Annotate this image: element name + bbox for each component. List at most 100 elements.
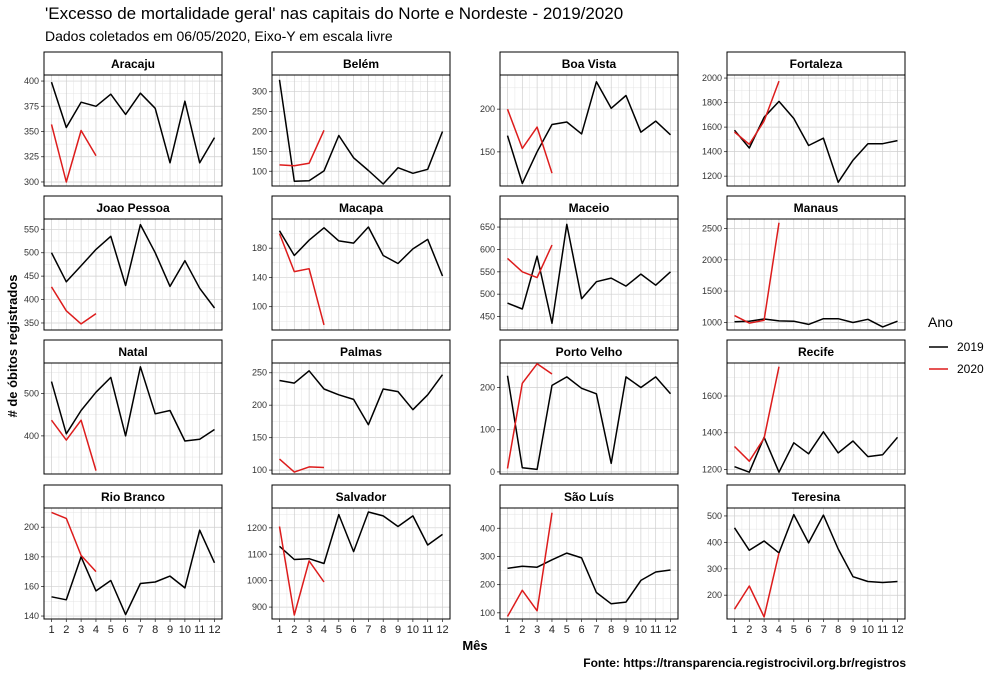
y-tick-label: 1400: [702, 147, 722, 157]
strip-label: Maceio: [569, 201, 610, 215]
x-tick-label: 6: [579, 624, 585, 636]
series-line-2019: [50, 81, 216, 164]
panel-manaus: Manaus 1000 1500 2000 2500: [702, 195, 906, 331]
x-tick-label: 11: [650, 624, 661, 636]
panel-border: [726, 507, 906, 620]
y-tick-label: 1200: [702, 171, 722, 181]
x-tick-label: 11: [877, 624, 888, 636]
chart-subtitle: Dados coletados em 06/05/2020, Eixo-Y em…: [45, 28, 393, 44]
panel-palmas: Palmas 100 150 200 250: [252, 339, 451, 475]
y-tick-label: 1100: [248, 549, 267, 559]
y-tick-label: 1200: [247, 523, 267, 533]
y-tick-label: 150: [252, 146, 267, 156]
panel-boa-vista: Boa Vista 150 200: [480, 51, 679, 187]
series-line-2019: [507, 552, 671, 605]
x-tick-label: 11: [194, 624, 205, 636]
series-line-2020: [278, 526, 325, 616]
panel-border: [43, 74, 223, 187]
y-tick-label: 300: [707, 564, 722, 574]
panel-border: [499, 218, 679, 331]
y-tick-label: 200: [480, 104, 495, 114]
y-tick-label: 600: [480, 244, 495, 254]
series-line-2019: [50, 223, 216, 309]
y-tick-label: 1600: [702, 391, 722, 401]
y-tick-label: 1600: [702, 122, 722, 132]
panel-border: [271, 218, 451, 331]
x-tick-label: 6: [351, 624, 357, 636]
legend: Ano 2019 2020: [928, 314, 984, 376]
x-tick-label: 9: [167, 624, 173, 636]
y-tick-label: 100: [480, 425, 495, 435]
y-tick-label: 450: [24, 271, 39, 281]
y-tick-label: 2000: [702, 73, 722, 83]
y-tick-label: 160: [24, 581, 39, 591]
series-line-2019: [278, 79, 444, 185]
series-line-2020: [733, 552, 780, 618]
chart-title: 'Excesso de mortalidade geral' nas capit…: [45, 4, 624, 23]
series-line-2020: [279, 458, 325, 473]
y-tick-label: 180: [252, 243, 267, 253]
series-line-2019: [51, 529, 216, 616]
series-line-2020: [50, 419, 97, 471]
panel-border: [271, 362, 451, 475]
y-tick-label: 100: [252, 302, 267, 312]
panel-border: [271, 74, 451, 187]
strip-label: Macapa: [339, 201, 383, 215]
y-axis-title: # de óbitos registrados: [5, 274, 20, 417]
y-tick-label: 500: [24, 389, 39, 399]
y-tick-label: 200: [252, 126, 267, 136]
y-tick-label: 650: [480, 222, 495, 232]
series-line-2019: [50, 366, 215, 442]
x-tick-label: 4: [321, 624, 327, 636]
series-line-2019: [734, 317, 898, 328]
y-tick-label: 300: [252, 87, 267, 97]
x-tick-label: 9: [850, 624, 856, 636]
strip-label: Teresina: [792, 490, 841, 504]
x-axis-title: Mês: [462, 638, 487, 653]
y-tick-label: 300: [480, 551, 495, 561]
x-tick-label: 2: [746, 624, 752, 636]
panel-border: [499, 507, 679, 620]
x-tick-label: 1: [276, 624, 282, 636]
y-tick-label: 500: [480, 289, 495, 299]
x-tick-label: 2: [519, 624, 525, 636]
y-tick-label: 400: [480, 523, 495, 533]
x-tick-label: 1: [504, 624, 510, 636]
x-tick-label: 5: [108, 624, 114, 636]
x-tick-label: 3: [534, 624, 540, 636]
panel-border: [43, 362, 223, 475]
x-tick-label: 5: [336, 624, 342, 636]
x-tick-label: 1: [48, 624, 54, 636]
series-line-2019: [733, 100, 898, 184]
y-tick-label: 200: [252, 400, 267, 410]
y-tick-label: 450: [480, 312, 495, 322]
y-tick-label: 550: [480, 267, 495, 277]
panel-natal: Natal 400 500: [24, 339, 223, 475]
panel-fortaleza: Fortaleza 1200 1400 1600 1800 2000: [702, 51, 906, 187]
y-tick-label: 325: [24, 152, 39, 162]
x-tick-label: 7: [820, 624, 826, 636]
x-tick-label: 2: [63, 624, 69, 636]
panel-belem: Belém 100 150 200 250 300: [252, 51, 451, 187]
y-tick-label: 100: [252, 465, 267, 475]
series-line-2020: [278, 233, 325, 326]
panel-border: [499, 74, 679, 187]
x-tick-label: 5: [564, 624, 570, 636]
panel-border: [271, 507, 451, 620]
x-tick-label: 12: [436, 624, 448, 636]
strip-label: Manaus: [794, 201, 839, 215]
y-tick-label: 1400: [702, 428, 722, 438]
y-tick-label: 350: [24, 318, 39, 328]
x-tick-label: 11: [422, 624, 433, 636]
panel-aracaju: Aracaju 300 325 350 375 400: [24, 51, 223, 187]
y-tick-label: 150: [480, 147, 495, 157]
y-tick-label: 100: [252, 166, 267, 176]
panel-maceio: Maceio 450 500 550 600 650: [480, 195, 679, 331]
series-line-2020: [506, 512, 553, 617]
y-tick-label: 200: [480, 580, 495, 590]
strip-label: Natal: [118, 345, 147, 359]
